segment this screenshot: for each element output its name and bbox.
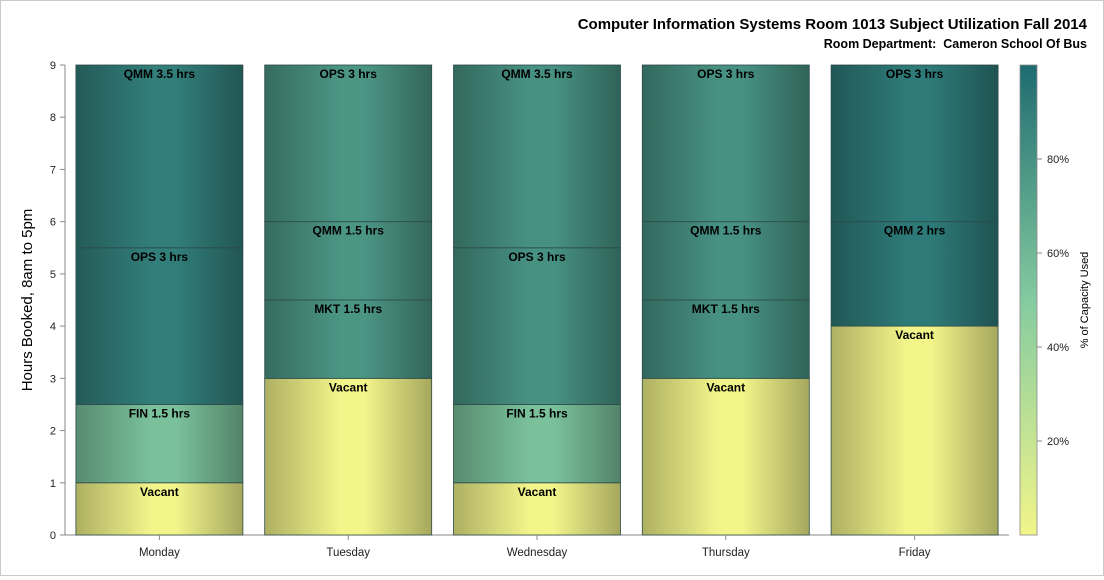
segment-label: FIN 1.5 hrs	[506, 406, 568, 420]
bar-wednesday: Vacant FIN 1.5 hrs OPS 3 hrs QMM 3.5 hrs	[454, 65, 621, 535]
segment-label: QMM 1.5 hrs	[690, 224, 762, 238]
segment-label: FIN 1.5 hrs	[129, 406, 191, 420]
x-tick-label: Monday	[139, 547, 180, 559]
segment-label: QMM 2 hrs	[884, 224, 946, 238]
bar-tuesday: Vacant MKT 1.5 hrs QMM 1.5 hrs OPS 3 hrs	[265, 65, 432, 535]
y-tick-label: 0	[50, 530, 56, 542]
plot-area: 0 1 2 3 4 5 6 7 8 9 Vacant FIN 1.5 hrs OPS 3 hrs QMM …	[50, 60, 1009, 559]
bar-segment-tuesday-ops-3-hrs	[265, 65, 432, 222]
segment-label: Vacant	[895, 328, 934, 342]
legend-tick-label: 20%	[1047, 436, 1069, 448]
y-tick-label: 4	[50, 321, 56, 333]
segment-label: Vacant	[329, 380, 368, 394]
segment-label: OPS 3 hrs	[886, 67, 944, 81]
chart-subtitle: Room Department: Cameron School Of Bus	[824, 37, 1087, 51]
color-legend: 20% 40% 60% 80% % of Capacity Used	[1020, 65, 1091, 535]
bar-friday: Vacant QMM 2 hrs OPS 3 hrs	[831, 65, 998, 535]
segment-label: OPS 3 hrs	[131, 250, 189, 264]
legend-tick-label: 40%	[1047, 342, 1069, 354]
y-tick-label: 8	[50, 112, 56, 124]
y-axis-label: Hours Booked, 8am to 5pm	[19, 209, 36, 392]
bar-segment-monday-qmm-3-5-hrs	[76, 65, 243, 248]
segment-label: Vacant	[140, 485, 179, 499]
y-tick-label: 3	[50, 373, 56, 385]
x-tick-label: Friday	[899, 547, 931, 559]
bar-segment-friday-ops-3-hrs	[831, 65, 998, 222]
segment-label: OPS 3 hrs	[697, 67, 755, 81]
y-tick-label: 6	[50, 217, 56, 229]
bar-segment-thursday-vacant	[642, 378, 809, 535]
y-tick-label: 7	[50, 164, 56, 176]
y-tick-label: 1	[50, 478, 56, 490]
x-tick-label: Tuesday	[326, 547, 370, 559]
legend-title: % of Capacity Used	[1079, 252, 1091, 349]
segment-label: QMM 3.5 hrs	[501, 67, 573, 81]
segment-label: MKT 1.5 hrs	[314, 302, 382, 316]
segment-label: QMM 1.5 hrs	[313, 224, 385, 238]
y-tick-label: 2	[50, 426, 56, 438]
segment-label: QMM 3.5 hrs	[124, 67, 196, 81]
segment-label: Vacant	[518, 485, 557, 499]
y-tick-label: 9	[50, 60, 56, 72]
bar-segment-monday-ops-3-hrs	[76, 248, 243, 405]
bar-segment-tuesday-vacant	[265, 378, 432, 535]
legend-tick-label: 80%	[1047, 154, 1069, 166]
chart-title: Computer Information Systems Room 1013 S…	[578, 16, 1088, 33]
bar-segment-wednesday-qmm-3-5-hrs	[454, 65, 621, 248]
x-tick-label: Wednesday	[507, 547, 568, 559]
bar-thursday: Vacant MKT 1.5 hrs QMM 1.5 hrs OPS 3 hrs	[642, 65, 809, 535]
segment-label: OPS 3 hrs	[320, 67, 378, 81]
bar-segment-wednesday-ops-3-hrs	[454, 248, 621, 405]
bar-segment-friday-vacant	[831, 326, 998, 535]
y-tick-label: 5	[50, 269, 56, 281]
legend-color-bar	[1020, 65, 1037, 535]
segment-label: MKT 1.5 hrs	[692, 302, 760, 316]
segment-label: OPS 3 hrs	[508, 250, 566, 264]
bar-segment-thursday-ops-3-hrs	[642, 65, 809, 222]
legend-tick-label: 60%	[1047, 248, 1069, 260]
x-tick-label: Thursday	[702, 547, 750, 559]
segment-label: Vacant	[706, 380, 745, 394]
bar-monday: Vacant FIN 1.5 hrs OPS 3 hrs QMM 3.5 hrs	[76, 65, 243, 535]
